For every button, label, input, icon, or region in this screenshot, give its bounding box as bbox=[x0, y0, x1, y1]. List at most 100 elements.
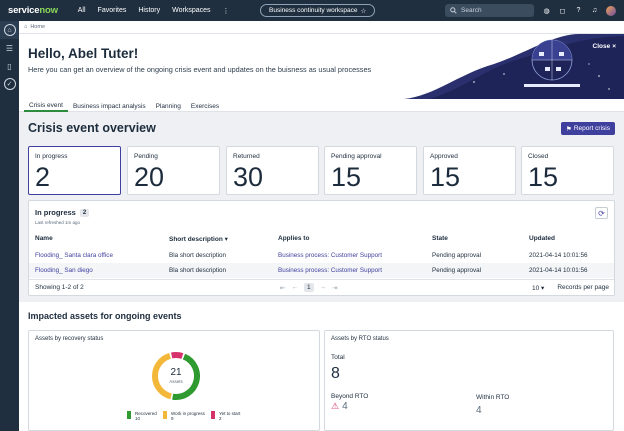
legend-label: Work in progress bbox=[171, 411, 205, 416]
refresh-icon[interactable]: ⟳ bbox=[595, 207, 608, 219]
card-returned[interactable]: Returned 30 bbox=[226, 146, 319, 195]
chevron-down-icon: ▾ bbox=[541, 285, 545, 292]
report-crisis-button[interactable]: ⚑ Report crisis bbox=[561, 122, 615, 135]
row-description: Bla short description bbox=[169, 252, 227, 259]
breadcrumb-home[interactable]: Home bbox=[30, 24, 45, 30]
search-placeholder: Search bbox=[461, 7, 482, 14]
close-banner-label: Close bbox=[592, 43, 611, 50]
sidebar-home[interactable]: ⌂ bbox=[0, 21, 19, 39]
card-label: Pending approval bbox=[331, 153, 382, 160]
col-state[interactable]: State bbox=[432, 235, 448, 242]
card-label: Pending bbox=[134, 153, 158, 160]
check-icon: ✓ bbox=[3, 78, 16, 90]
col-name[interactable]: Name bbox=[35, 235, 53, 242]
legend-swatch bbox=[211, 411, 215, 419]
nav-workspaces[interactable]: Workspaces bbox=[172, 6, 211, 14]
top-nav: servicenow All Favorites History Workspa… bbox=[0, 0, 624, 21]
header-icons: ◍ ◻ ? ♫ bbox=[542, 3, 616, 18]
within-rto-value: 4 bbox=[476, 405, 482, 416]
donut-slice-0[interactable] bbox=[172, 353, 200, 400]
current-page[interactable]: 1 bbox=[303, 283, 314, 292]
row-applies-link[interactable]: Business process: Customer Support bbox=[278, 252, 382, 259]
list-icon: ☰ bbox=[5, 43, 14, 53]
row-state: Pending approval bbox=[432, 252, 482, 259]
table-row: Flooding_ Santa clara office Bla short d… bbox=[29, 248, 614, 263]
chat-icon[interactable]: ◻ bbox=[559, 7, 566, 15]
servicenow-logo[interactable]: servicenow bbox=[8, 5, 58, 16]
impacted-title: Impacted assets for ongoing events bbox=[28, 311, 182, 321]
card-pending[interactable]: Pending 20 bbox=[127, 146, 220, 195]
beyond-rto-label: Beyond RTO bbox=[331, 393, 369, 400]
donut-slice-2[interactable] bbox=[171, 352, 184, 359]
card-in-progress[interactable]: In progress 2 bbox=[28, 146, 121, 195]
help-icon[interactable]: ? bbox=[576, 7, 581, 14]
rto-status-panel: Assets by RTO status Total 8 Beyond RTO … bbox=[324, 330, 614, 431]
sidebar-list[interactable]: ☰ bbox=[0, 39, 19, 57]
nav-history[interactable]: History bbox=[138, 6, 161, 14]
breadcrumb: ⌂ Home bbox=[19, 21, 624, 34]
next-page-icon[interactable]: → bbox=[319, 284, 327, 291]
row-name-link[interactable]: Flooding_ San diego bbox=[35, 267, 93, 274]
more-menu-icon[interactable]: ⋮ bbox=[222, 7, 230, 15]
legend-value: 9 bbox=[171, 416, 174, 421]
legend-work-in-progress[interactable]: Work in progress 9 bbox=[163, 411, 205, 421]
per-page-select[interactable]: 10 ▾ bbox=[532, 284, 544, 292]
nav-all[interactable]: All bbox=[77, 6, 86, 14]
tab-crisis-event[interactable]: Crisis event bbox=[24, 99, 68, 112]
showing-count: Showing 1-2 of 2 bbox=[35, 284, 84, 291]
col-short-description[interactable]: Short description ▾ bbox=[169, 235, 228, 243]
nav-favorites[interactable]: Favorites bbox=[97, 6, 127, 14]
star-icon[interactable]: ☆ bbox=[360, 7, 367, 15]
sort-down-icon: ▾ bbox=[224, 236, 228, 243]
tab-business-impact-analysis[interactable]: Business impact analysis bbox=[72, 102, 146, 110]
tab-bar: Crisis event Business impact analysis Pl… bbox=[19, 99, 624, 112]
prev-page-icon[interactable]: ← bbox=[291, 284, 298, 291]
list-footer: Showing 1-2 of 2 ⇤ ← 1 → ⇥ 10 ▾ Records … bbox=[29, 279, 614, 295]
last-page-icon[interactable]: ⇥ bbox=[332, 284, 338, 292]
pagination: ⇤ ← 1 → ⇥ bbox=[280, 283, 338, 292]
bell-icon[interactable]: ♫ bbox=[591, 7, 598, 14]
first-page-icon[interactable]: ⇤ bbox=[280, 284, 286, 292]
rto-total-label: Total bbox=[331, 354, 345, 361]
donut-label: Assets bbox=[169, 379, 183, 384]
list-count-badge: 2 bbox=[79, 208, 90, 217]
sidebar-book[interactable]: ▯ bbox=[0, 57, 19, 75]
per-page-label: Records per page bbox=[557, 284, 609, 291]
sidebar-check[interactable]: ✓ bbox=[0, 75, 19, 93]
col-short-description-label: Short description bbox=[169, 236, 223, 243]
col-updated[interactable]: Updated bbox=[529, 235, 555, 242]
card-value: 15 bbox=[430, 162, 461, 192]
card-value: 30 bbox=[233, 162, 264, 192]
beyond-rto: ⚠ 4 bbox=[331, 401, 348, 412]
impacted-assets-section: Impacted assets for ongoing events Asset… bbox=[19, 302, 624, 431]
tab-exercises[interactable]: Exercises bbox=[190, 102, 220, 110]
legend-recovered[interactable]: Recovered 10 bbox=[127, 411, 157, 421]
row-name-link[interactable]: Flooding_ Santa clara office bbox=[35, 252, 113, 259]
search-input[interactable]: Search bbox=[445, 4, 534, 17]
close-banner-button[interactable]: Close × bbox=[593, 43, 617, 50]
col-applies-to[interactable]: Applies to bbox=[278, 235, 310, 242]
sidebar: ⌂ ☰ ▯ ✓ bbox=[0, 21, 19, 431]
donut-slice-1[interactable] bbox=[152, 352, 172, 400]
legend-yet-to-start[interactable]: Yet to start 2 bbox=[211, 411, 240, 421]
card-pending-approval[interactable]: Pending approval 15 bbox=[324, 146, 417, 195]
avatar[interactable] bbox=[606, 5, 616, 16]
recovery-status-panel: Assets by recovery status 21 Assets Reco… bbox=[28, 330, 320, 431]
legend-swatch bbox=[163, 411, 167, 419]
card-label: Closed bbox=[528, 153, 549, 160]
tab-planning[interactable]: Planning bbox=[155, 102, 181, 110]
table-row: Flooding_ San diego Bla short descriptio… bbox=[29, 263, 614, 278]
within-rto-label: Within RTO bbox=[476, 394, 510, 401]
rto-title: Assets by RTO status bbox=[331, 336, 389, 342]
legend-label: Recovered bbox=[135, 411, 157, 416]
card-closed[interactable]: Closed 15 bbox=[521, 146, 614, 195]
globe-icon[interactable]: ◍ bbox=[543, 7, 550, 15]
flag-icon: ⚑ bbox=[566, 125, 572, 133]
row-applies-link[interactable]: Business process: Customer Support bbox=[278, 267, 382, 274]
page-title: Crisis event overview bbox=[28, 121, 156, 135]
workspace-pill[interactable]: Business continuity workspace ☆ bbox=[260, 4, 376, 17]
in-progress-list: In progress 2 Last refreshed 1m ago ⟳ Na… bbox=[28, 200, 615, 296]
close-icon: × bbox=[612, 43, 616, 50]
card-approved[interactable]: Approved 15 bbox=[423, 146, 516, 195]
recovery-title: Assets by recovery status bbox=[35, 336, 104, 342]
